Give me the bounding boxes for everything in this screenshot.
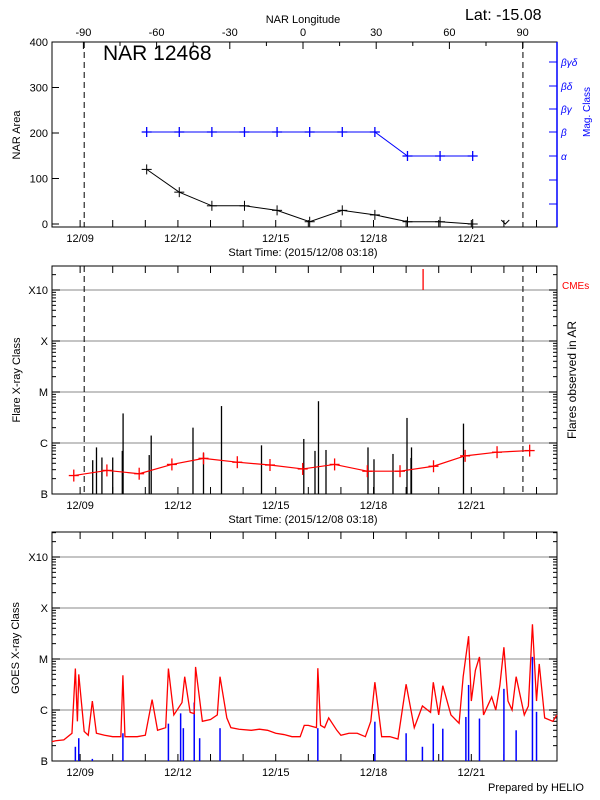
- credit-label: Prepared by HELIO: [488, 782, 584, 794]
- area-axis-title: NAR Area: [11, 110, 23, 160]
- y-tick-label-B: B: [41, 756, 48, 768]
- region-panel-frame: [51, 41, 558, 228]
- goes-panel-frame: [51, 531, 558, 762]
- x-tick-label-12-21: 12/21: [458, 233, 486, 245]
- area-line: [146, 168, 473, 225]
- longitude-tick-label: -60: [149, 27, 165, 39]
- x-tick-label-12-15: 12/15: [262, 233, 290, 245]
- mag-class-axis-title: Mag. Class: [582, 87, 593, 137]
- x-tick-label-12-09: 12/09: [66, 767, 94, 779]
- x-tick-label-12-15: 12/15: [262, 500, 290, 512]
- area-upper-limit-marker: [500, 219, 510, 225]
- x-tick-label-12-12: 12/12: [164, 500, 192, 512]
- x-tick-label-12-21: 12/21: [458, 767, 486, 779]
- mag-class-tick-label: β: [560, 128, 567, 139]
- top-axis-title: NAR Longitude: [266, 14, 341, 26]
- x-tick-label-12-21: 12/21: [458, 500, 486, 512]
- longitude-tick-label: -30: [222, 27, 238, 39]
- flare-level-line: [73, 449, 530, 477]
- mag-class-tick-label: βγ: [560, 105, 573, 116]
- mag-class-tick-label: βγδ: [560, 58, 578, 69]
- y-tick-label-X: X: [41, 336, 49, 348]
- y-tick-label-C: C: [40, 705, 48, 717]
- x-tick-label-12-09: 12/09: [66, 500, 94, 512]
- longitude-tick-label: 0: [300, 27, 306, 39]
- x-tick-label-12-18: 12/18: [360, 500, 388, 512]
- x-tick-label-12-12: 12/12: [164, 767, 192, 779]
- flare-axis-title: Flare X-ray Class: [11, 337, 23, 422]
- goes-axis-title: GOES X-ray Class: [10, 602, 22, 694]
- x-tick-label-12-18: 12/18: [360, 767, 388, 779]
- cme-label: CMEs: [562, 281, 589, 292]
- y-tick-label-B: B: [41, 489, 48, 501]
- y-tick-label-X10: X10: [28, 285, 48, 297]
- mag-class-tick-label: βδ: [560, 82, 573, 93]
- goes-long-line: [51, 624, 558, 743]
- y-tick-label-300: 300: [30, 83, 48, 95]
- y-tick-label-X: X: [41, 603, 49, 615]
- y-tick-label-C: C: [40, 438, 48, 450]
- y-tick-label-X10: X10: [28, 552, 48, 564]
- flares-observed-axis-title: Flares observed in AR: [565, 321, 579, 439]
- x-tick-label-12-15: 12/15: [262, 767, 290, 779]
- mag-class-tick-label: α: [561, 152, 567, 163]
- x-tick-label-12-09: 12/09: [66, 233, 94, 245]
- y-tick-label-400: 400: [30, 37, 48, 49]
- longitude-tick-label: 90: [516, 27, 528, 39]
- longitude-tick-label: -90: [75, 27, 91, 39]
- x-tick-label-12-12: 12/12: [164, 233, 192, 245]
- y-tick-label-100: 100: [30, 174, 48, 186]
- flare-panel-frame: [51, 265, 558, 495]
- y-tick-label-M: M: [39, 654, 48, 666]
- y-tick-label-M: M: [39, 387, 48, 399]
- y-tick-label-0: 0: [42, 219, 48, 231]
- panel1-x-axis-title: Start Time: (2015/12/08 03:18): [228, 247, 377, 259]
- panel2-x-axis-title: Start Time: (2015/12/08 03:18): [228, 514, 377, 526]
- x-tick-label-12-18: 12/18: [360, 233, 388, 245]
- goes-panel: B C M X X10 12/09 12/12 12/15 12/18 12/21: [28, 531, 558, 779]
- flare-panel: B C M X X10 12/09 12/12 12/15 12/18 12/21: [28, 265, 558, 512]
- longitude-tick-label: 30: [370, 27, 382, 39]
- longitude-tick-label: 60: [443, 27, 455, 39]
- region-panel: 12/09 12/12 12/15 12/18 12/210100200300400-9…: [30, 27, 578, 245]
- latitude-label: Lat: -15.08: [465, 7, 542, 24]
- y-tick-label-200: 200: [30, 128, 48, 140]
- region-title: NAR 12468: [103, 42, 212, 65]
